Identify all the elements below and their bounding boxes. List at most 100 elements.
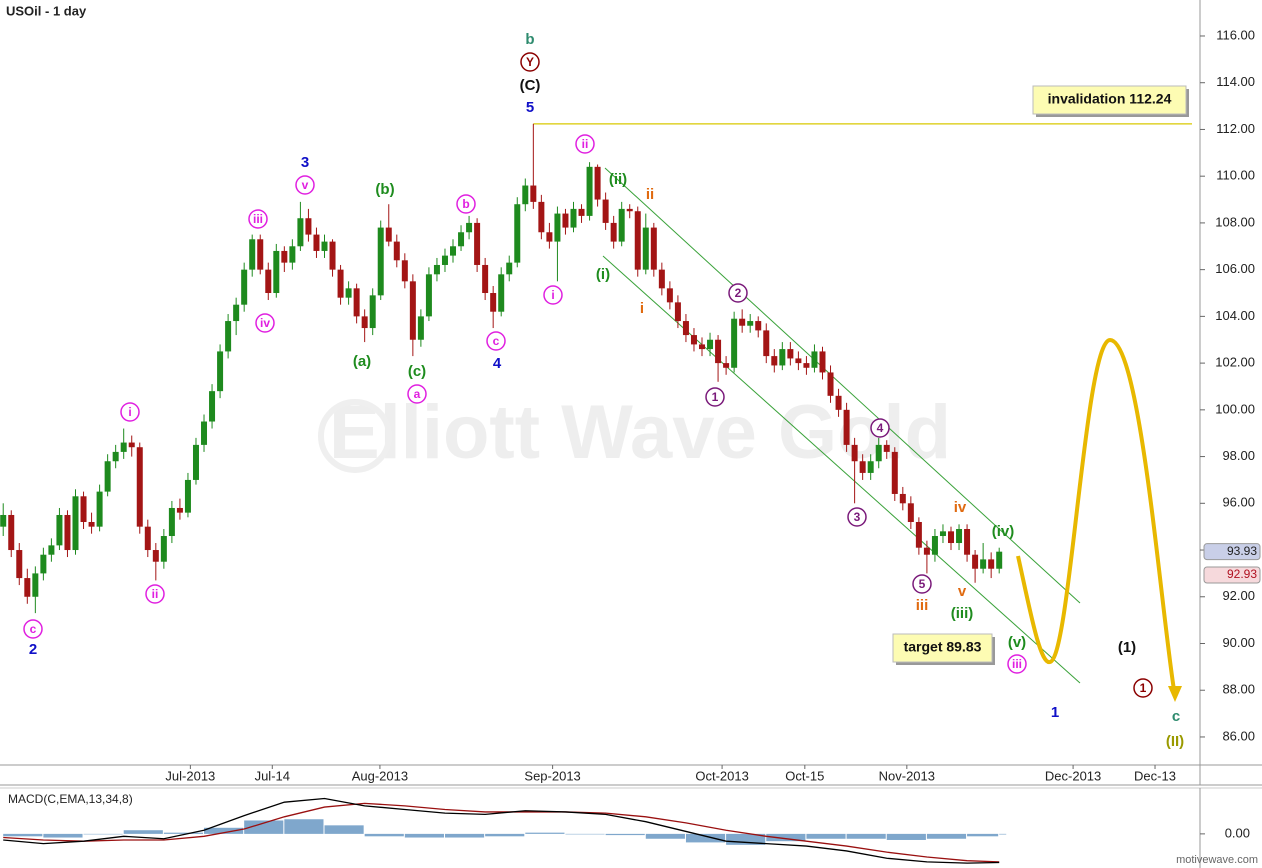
candle-body [803,363,810,368]
candle-body [88,521,95,527]
wave-label: (b) [375,181,394,198]
candle-body [972,554,979,569]
wave-label: 5 [526,99,534,116]
y-tick-label: 106.00 [1215,261,1255,276]
candle-body [747,321,754,326]
wave-label: 1 [1051,704,1059,721]
x-tick-label: Dec-13 [1134,768,1176,783]
macd-histogram-bar [244,820,284,834]
candle-body [939,531,946,537]
candle-body [699,344,706,350]
wave-label: (ii) [609,171,627,188]
wave-label: 4 [877,421,884,435]
wave-label-circle [407,384,427,404]
candle-body [787,349,794,359]
wave-label: c [1172,708,1180,725]
candle-body [64,514,71,551]
candle-body [610,222,617,242]
candle-body [707,339,714,350]
wave-label-circle [145,584,165,604]
macd-title: MACD(C,EMA,13,34,8) [8,792,133,806]
macd-histogram-bar [766,833,806,842]
chart-title: USOil - 1 day [6,3,87,18]
candle-body [931,536,938,555]
wave-label: c [30,622,37,636]
candle-body [144,526,151,551]
candle-body [666,288,673,303]
y-tick-label: 100.00 [1215,401,1255,416]
wave-label: 5 [919,577,926,591]
candle-body [209,391,216,422]
candle-body [835,395,842,410]
wave-label-circle [120,402,140,422]
candle-body [859,461,866,473]
wave-label-circle [255,313,275,333]
candle-body [353,288,360,317]
channel-line [602,255,1081,684]
macd-histogram-bar [83,833,123,835]
wave-label: ii [152,587,159,601]
channel-line [604,167,1081,604]
wave-label: (II) [1166,733,1184,750]
candle-body [506,262,513,275]
candle-body [795,358,802,364]
candle-body [875,444,882,462]
candle-body [899,493,906,504]
candle-body [265,269,272,294]
candle-body [385,227,392,242]
candle-body [538,201,545,233]
wave-label: (v) [1008,634,1026,651]
projection-path [1016,337,1176,691]
wave-label: b [525,31,534,48]
candle-body [329,241,336,270]
price-badge-label: 93.93 [1227,544,1257,558]
candle-body [715,339,722,364]
candle-body [80,496,87,522]
candle-body [602,199,609,223]
wave-label-circle [575,134,595,154]
candle-body [361,316,368,329]
wave-label: 3 [854,510,861,524]
candle-body [441,255,448,265]
candle-body [522,185,529,205]
x-tick-label: Jul-2013 [165,768,215,783]
macd-histogram-bar [605,833,645,836]
candle-body [811,351,818,368]
candle-body [0,514,7,527]
candle-body [562,213,569,228]
footer: motivewave.com [1176,854,1258,866]
candle-body [40,554,47,574]
candle-body [634,211,641,270]
wave-label: c [493,334,500,348]
wave-label-circle [248,209,268,229]
candle-body [337,269,344,298]
macd-histogram-bar [565,833,605,835]
macd-histogram-bar [726,833,766,845]
macd-histogram-bar [284,819,324,834]
wave-label: b [462,197,469,211]
macd-histogram-bar [967,833,999,837]
wave-label-circle [728,283,748,303]
macd-macd-line [3,797,1000,864]
projection-arrow [1168,686,1182,702]
candle-body [56,514,63,546]
candle-body [658,269,665,289]
price-badge [1203,566,1261,584]
candle-body [682,321,689,336]
candle-body [321,241,328,251]
price-badge-label: 92.93 [1227,567,1257,581]
candle-body [305,218,312,235]
candle-body [626,208,633,212]
y-tick-label: 98.00 [1222,448,1255,463]
wave-label: 4 [493,355,502,372]
wave-label: ii [646,186,654,203]
macd-y-tick-label: 0.00 [1225,825,1250,840]
wave-label-circle [847,507,867,527]
wave-label: 2 [735,286,742,300]
wave-label: (c) [408,363,426,380]
wave-label-circle [520,52,540,72]
wave-label: ii [582,137,589,151]
candle-body [136,447,143,527]
wave-label: (iii) [951,605,974,622]
candle-body [948,531,955,544]
